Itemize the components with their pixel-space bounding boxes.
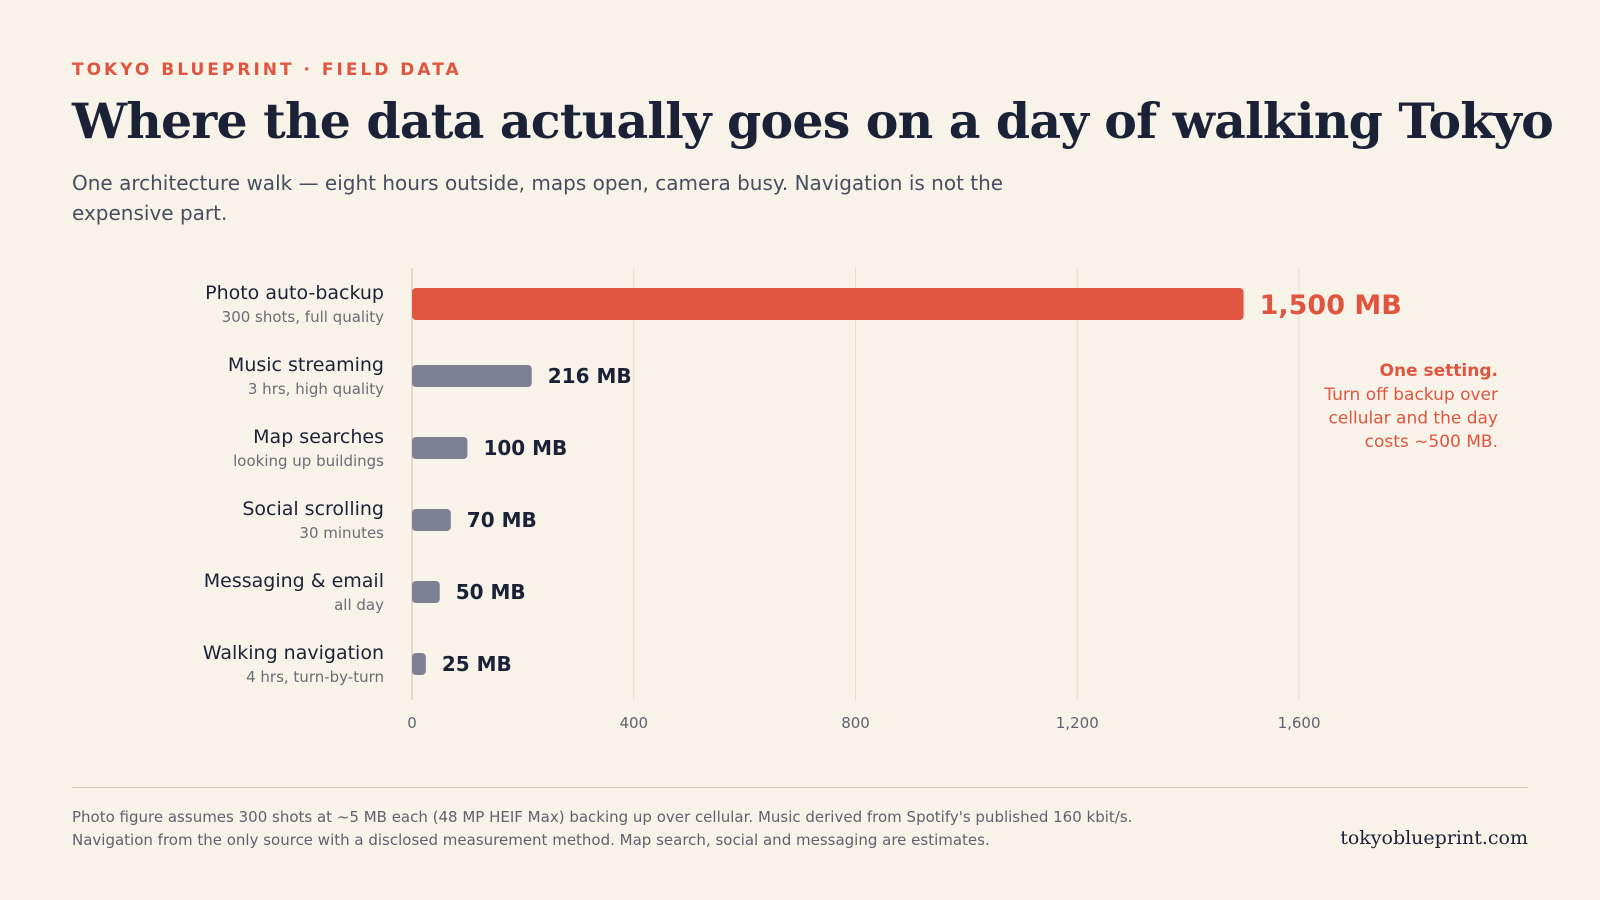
category-sublabel: 300 shots, full quality: [222, 308, 384, 326]
category-label: Walking navigation: [203, 642, 384, 664]
x-tick-label: 0: [407, 714, 417, 732]
bar-value-label: 216 MB: [548, 364, 632, 388]
category-label: Social scrolling: [242, 498, 384, 520]
brand-link[interactable]: tokyoblueprint.com: [1340, 827, 1528, 849]
category-sublabel: 3 hrs, high quality: [248, 380, 384, 398]
footer-divider: [72, 787, 1528, 788]
x-tick-label: 1,600: [1278, 714, 1321, 732]
bar: [412, 437, 468, 459]
bar-value-label: 100 MB: [483, 436, 567, 460]
category-sublabel: 30 minutes: [299, 524, 384, 542]
bar: [412, 581, 440, 603]
subtitle: One architecture walk — eight hours outs…: [72, 171, 1004, 225]
category-sublabel: 4 hrs, turn-by-turn: [246, 668, 384, 686]
bar: [412, 509, 451, 531]
bar-chart: 0 400 800 1,200 1,600 1,500 MB Photo auto-back…: [203, 268, 1498, 732]
page-title: Where the data actually goes on a day of…: [72, 92, 1554, 150]
category-sublabel: all day: [334, 596, 384, 614]
category-label: Messaging & email: [204, 570, 384, 592]
x-tick-label: 1,200: [1056, 714, 1099, 732]
bar: [412, 288, 1244, 320]
bar: [412, 653, 426, 675]
footnote-line: Photo figure assumes 300 shots at ~5 MB …: [72, 808, 1133, 826]
footnote-line: Navigation from the only source with a d…: [72, 831, 990, 849]
bar: [412, 365, 532, 387]
x-tick-label: 800: [841, 714, 870, 732]
footnote: Photo figure assumes 300 shots at ~5 MB …: [72, 806, 1252, 852]
category-label: Photo auto-backup: [205, 282, 384, 304]
annotation-line: costs ~500 MB.: [1365, 432, 1498, 452]
category-sublabel: looking up buildings: [233, 452, 384, 470]
category-label: Music streaming: [228, 354, 384, 376]
annotation-line: Turn off backup over: [1323, 385, 1498, 405]
bar-value-label: 70 MB: [467, 508, 537, 532]
bar-value-label: 25 MB: [442, 652, 512, 676]
x-tick-label: 400: [619, 714, 648, 732]
bar-value-label: 1,500 MB: [1260, 290, 1402, 321]
kicker: TOKYO BLUEPRINT · FIELD DATA: [72, 60, 462, 80]
category-label: Map searches: [253, 426, 384, 448]
bar-value-label: 50 MB: [456, 580, 526, 604]
annotation-line: cellular and the day: [1328, 409, 1498, 429]
annotation-title: One setting.: [1380, 361, 1498, 381]
